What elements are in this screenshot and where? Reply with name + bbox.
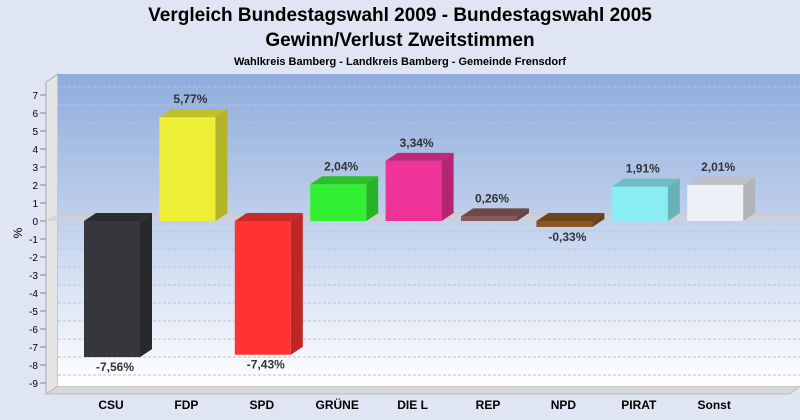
floor (44, 385, 800, 395)
data-label: 1,91% (626, 162, 660, 176)
x-tick-label: NPD (551, 398, 577, 412)
bar-side (140, 213, 152, 358)
y-axis-label: % (11, 227, 25, 238)
data-label: 3,34% (400, 136, 434, 150)
y-tick-label: 2 (32, 181, 38, 192)
y-tick-label: -4 (29, 289, 38, 300)
data-label: -7,56% (96, 360, 134, 374)
y-tick-label: -6 (29, 325, 38, 336)
bar-top (310, 176, 379, 185)
bar-side (592, 213, 605, 227)
bar-grne: 2,04% GRÜNE (310, 159, 379, 412)
bar-top (159, 109, 228, 118)
bar-side (743, 176, 756, 221)
bar-front (84, 221, 140, 358)
y-tick-label: -8 (29, 361, 38, 372)
x-tick-label: PIRAT (621, 398, 657, 412)
x-tick-label: GRÜNE (316, 397, 359, 412)
bar-front (234, 221, 291, 355)
bar-side (667, 178, 680, 221)
chart-subtitle: Gewinn/Verlust Zweitstimmen (265, 30, 534, 51)
y-tick-label: 3 (32, 163, 38, 174)
bar-top (461, 208, 529, 217)
bar-top (687, 176, 756, 185)
y-tick-label: -1 (29, 235, 38, 246)
y-tick-label: -5 (29, 307, 38, 318)
data-label: -0,33% (548, 230, 586, 244)
x-tick-label: CSU (98, 398, 123, 412)
bar-front (159, 117, 216, 221)
bar-top (234, 213, 303, 221)
y-tick-label: 5 (32, 127, 38, 138)
chart-title: Vergleich Bundestagswahl 2009 - Bundesta… (148, 5, 652, 26)
y-tick-label: -2 (29, 253, 38, 264)
y-tick-label: -7 (29, 343, 38, 354)
y-tick-label: -3 (29, 271, 38, 282)
bar-front (536, 221, 593, 227)
x-tick-label: FDP (174, 398, 198, 412)
y-tick-label: 7 (32, 91, 38, 102)
bar-top (611, 178, 680, 187)
bar-side (517, 208, 529, 221)
x-tick-label: DIE L (397, 398, 428, 412)
bar-top (385, 152, 454, 161)
y-tick-label: 0 (32, 217, 38, 228)
y-tick-label: 6 (32, 109, 38, 120)
bar-side (290, 213, 303, 355)
bar-front (385, 160, 442, 221)
y-tick-label: -9 (29, 379, 38, 390)
left-wall (45, 73, 59, 395)
bar-spd: -7,43% SPD (234, 213, 303, 412)
data-label: 2,04% (324, 159, 358, 173)
bar-front (461, 216, 517, 221)
data-label: 2,01% (701, 160, 735, 174)
bar-pirat: 1,91% PIRAT (611, 162, 680, 412)
bar-rep: 0,26% REP (461, 191, 529, 412)
bar-side (441, 152, 454, 221)
bar-front (687, 184, 744, 221)
bar-top (84, 213, 152, 221)
bar-npd: -0,33% NPD (536, 213, 605, 412)
data-label: 5,77% (173, 92, 207, 106)
x-tick-label: REP (476, 398, 501, 412)
bar-diel: 3,34% DIE L (385, 136, 454, 412)
bar-csu: -7,56% CSU (84, 213, 152, 412)
x-tick-label: Sonst (698, 398, 731, 412)
y-tick-label: 4 (32, 145, 38, 156)
x-tick-label: SPD (249, 398, 274, 412)
data-label: -7,43% (247, 358, 285, 372)
bar-sonst: 2,01% Sonst (687, 160, 756, 412)
bar-top (536, 213, 605, 221)
bar-side (215, 109, 228, 221)
data-label: 0,26% (475, 191, 509, 205)
bar-fdp: 5,77% FDP (159, 92, 228, 412)
bar-side (366, 176, 379, 221)
bar-front (310, 184, 367, 221)
bar-front (611, 186, 668, 221)
y-tick-label: 1 (32, 199, 38, 210)
chart-subsubtitle: Wahlkreis Bamberg - Landkreis Bamberg - … (234, 56, 566, 68)
